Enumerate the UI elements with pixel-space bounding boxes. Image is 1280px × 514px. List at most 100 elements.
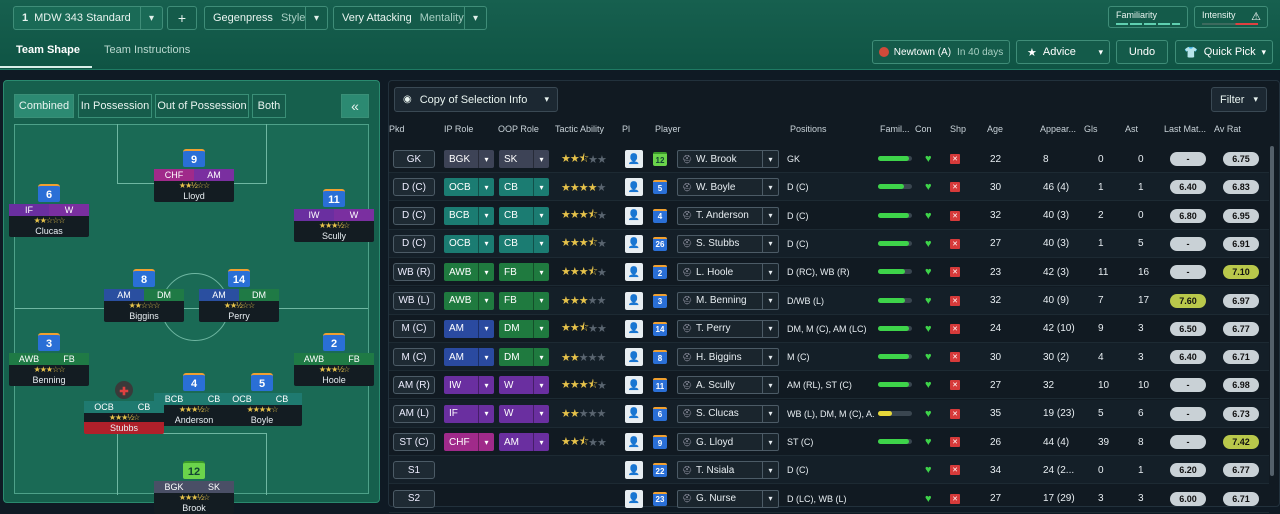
quick-pick-button[interactable]: 👕 Quick Pick ▾: [1175, 40, 1273, 64]
table-row[interactable]: S2 👤 23 ⛑ G. Nurse ▾ D (LC), WB (L) ♥ ✕ 27 17 (29)…: [389, 485, 1269, 513]
pitch-player-perry[interactable]: 14 AM DM ★★½☆☆ Perry: [199, 269, 279, 322]
player-select[interactable]: ⛑ A. Scully ▾: [677, 376, 779, 395]
copy-selection-info-button[interactable]: ◉ Copy of Selection Info ▾: [394, 87, 558, 112]
column-header[interactable]: Last Mat...: [1164, 124, 1207, 134]
table-row[interactable]: D (C) BCB ▾ CB ▾ ★★★⯪ ★ 👤 4 ⛑ T. Anderson ▾ D (C) ♥ ✕ 3…: [389, 202, 1269, 230]
column-header[interactable]: Av Rat: [1214, 124, 1241, 134]
chevron-down-icon[interactable]: ▾: [533, 234, 549, 253]
picked-position-button[interactable]: M (C): [393, 348, 435, 367]
oop-role-select[interactable]: SK ▾: [499, 150, 549, 168]
chevron-down-icon[interactable]: ▾: [762, 405, 778, 422]
picked-position-button[interactable]: D (C): [393, 206, 435, 225]
column-header[interactable]: Gls: [1084, 124, 1098, 134]
picked-position-button[interactable]: GK: [393, 150, 435, 168]
oop-role-select[interactable]: FB ▾: [499, 263, 549, 282]
column-header[interactable]: OOP Role: [498, 124, 539, 134]
table-row[interactable]: M (C) AM ▾ DM ▾ ★★⯪ ★ ★ 👤 14 ⛑ T. Perry ▾ DM, M (C), …: [389, 315, 1269, 343]
player-select[interactable]: ⛑ W. Brook ▾: [677, 150, 779, 168]
table-row[interactable]: AM (L) IF ▾ W ▾ ★★ ★ ★ ★ 👤 6 ⛑ S. Clucas ▾ WB (L), DM,…: [389, 399, 1269, 428]
chevron-down-icon[interactable]: ▾: [478, 150, 494, 168]
player-select[interactable]: ⛑ T. Nsiala ▾: [677, 461, 779, 480]
chevron-down-icon[interactable]: ▾: [478, 433, 494, 451]
ip-role-select[interactable]: CHF ▾: [444, 433, 494, 451]
oop-role-select[interactable]: FB ▾: [499, 291, 549, 310]
chevron-down-icon[interactable]: ▾: [762, 264, 778, 281]
player-select[interactable]: ⛑ T. Anderson ▾: [677, 206, 779, 225]
oop-role-select[interactable]: CB ▾: [499, 206, 549, 225]
chevron-down-icon[interactable]: ▾: [478, 376, 494, 395]
table-scrollbar[interactable]: [1270, 146, 1274, 476]
ip-role-select[interactable]: AM ▾: [444, 319, 494, 338]
picked-position-button[interactable]: WB (L): [393, 291, 435, 310]
chevron-down-icon[interactable]: ▾: [762, 349, 778, 366]
player-profile-button[interactable]: 👤: [625, 433, 643, 451]
pitch-player-benning[interactable]: 3 AWB FB ★★★☆☆ Benning: [9, 333, 89, 386]
column-header[interactable]: Con: [915, 124, 932, 134]
ip-role-select[interactable]: AWB ▾: [444, 263, 494, 282]
column-header[interactable]: Tactic Ability: [555, 124, 605, 134]
oop-role-select[interactable]: DM ▾: [499, 348, 549, 367]
pitch-player-stubbs[interactable]: ✚ OCB CB ★★★½☆ Stubbs: [84, 381, 164, 434]
column-header[interactable]: Player: [655, 124, 681, 134]
player-profile-button[interactable]: 👤: [625, 348, 643, 367]
chevron-down-icon[interactable]: ▾: [478, 319, 494, 338]
chevron-down-icon[interactable]: ▾: [478, 178, 494, 197]
column-header[interactable]: Appear...: [1040, 124, 1077, 134]
player-select[interactable]: ⛑ W. Boyle ▾: [677, 178, 779, 197]
chevron-down-icon[interactable]: ▾: [533, 178, 549, 197]
familiarity-meter[interactable]: Familiarity: [1108, 6, 1188, 28]
pitch-player-biggins[interactable]: 8 AM DM ★★☆☆☆ Biggins: [104, 269, 184, 322]
chevron-down-icon[interactable]: ▾: [533, 433, 549, 451]
column-header[interactable]: Famil...: [880, 124, 910, 134]
next-match-button[interactable]: Newtown (A) In 40 days: [872, 40, 1010, 64]
table-row[interactable]: M (C) AM ▾ DM ▾ ★★ ★ ★ ★ 👤 8 ⛑ H. Biggins ▾ M (C) ♥ ✕ 30 3…: [389, 343, 1269, 372]
oop-role-select[interactable]: DM ▾: [499, 319, 549, 338]
table-row[interactable]: WB (R) AWB ▾ FB ▾ ★★★⯪ ★ 👤 2 ⛑ L. Hoole ▾ D (RC), WB…: [389, 258, 1269, 287]
undo-button[interactable]: Undo: [1116, 40, 1168, 64]
column-header[interactable]: Ast: [1125, 124, 1139, 134]
mentality-selector[interactable]: Very Attacking Mentality ▾: [333, 6, 487, 30]
pitch-player-lloyd[interactable]: 9 CHF AM ★★½☆☆ Lloyd: [154, 149, 234, 202]
ip-role-select[interactable]: OCB ▾: [444, 178, 494, 197]
player-profile-button[interactable]: 👤: [625, 206, 643, 225]
pitch-player-clucas[interactable]: 6 IF W ★★☆☆☆ Clucas: [9, 184, 89, 237]
table-row[interactable]: ST (C) CHF ▾ AM ▾ ★★⯪ ★ ★ 👤 9 ⛑ G. Lloyd ▾ ST (C) ♥ ✕ 26…: [389, 428, 1269, 456]
player-profile-button[interactable]: 👤: [625, 263, 643, 282]
player-select[interactable]: ⛑ H. Biggins ▾: [677, 348, 779, 367]
column-header[interactable]: Shp: [950, 124, 967, 134]
column-header[interactable]: Age: [987, 124, 1004, 134]
oop-role-select[interactable]: AM ▾: [499, 433, 549, 451]
chevron-down-icon[interactable]: ▾: [533, 150, 549, 168]
mode-out-of-possession[interactable]: Out of Possession: [155, 94, 249, 118]
filter-button[interactable]: Filter ▾: [1211, 87, 1267, 112]
player-profile-button[interactable]: 👤: [625, 489, 643, 508]
ip-role-select[interactable]: AM ▾: [444, 348, 494, 367]
table-row[interactable]: WB (L) AWB ▾ FB ▾ ★★★ ★ ★ 👤 3 ⛑ M. Benning ▾ D/WB (L)…: [389, 286, 1269, 315]
column-header[interactable]: IP Role: [444, 124, 474, 134]
chevron-down-icon[interactable]: ▾: [478, 348, 494, 367]
player-profile-button[interactable]: 👤: [625, 404, 643, 423]
chevron-down-icon[interactable]: ▾: [533, 319, 549, 338]
oop-role-select[interactable]: CB ▾: [499, 234, 549, 253]
picked-position-button[interactable]: AM (R): [393, 376, 435, 395]
player-select[interactable]: ⛑ G. Lloyd ▾: [677, 433, 779, 451]
picked-position-button[interactable]: AM (L): [393, 404, 435, 423]
column-header[interactable]: Positions: [790, 124, 827, 134]
player-profile-button[interactable]: 👤: [625, 461, 643, 480]
column-header[interactable]: Pl: [622, 124, 631, 134]
picked-position-button[interactable]: M (C): [393, 319, 435, 338]
chevron-down-icon[interactable]: ▾: [140, 7, 162, 29]
ip-role-select[interactable]: IW ▾: [444, 376, 494, 395]
picked-position-button[interactable]: WB (R): [393, 263, 435, 282]
chevron-down-icon[interactable]: ▾: [478, 404, 494, 423]
chevron-down-icon[interactable]: ▾: [762, 179, 778, 196]
chevron-down-icon[interactable]: ▾: [762, 490, 778, 507]
mode-in-possession[interactable]: In Possession: [78, 94, 152, 118]
picked-position-button[interactable]: ST (C): [393, 433, 435, 451]
style-selector[interactable]: Gegenpress Style ▾: [204, 6, 328, 30]
table-row[interactable]: GK BGK ▾ SK ▾ ★★⯪ ★ ★ 👤 12 ⛑ W. Brook ▾ GK ♥ ✕ 22 8 0 0 -6.7…: [389, 145, 1269, 173]
table-row[interactable]: D (C) OCB ▾ CB ▾ ★★★★ ★ 👤 5 ⛑ W. Boyle ▾ D (C) ♥ ✕ 30 46…: [389, 173, 1269, 202]
picked-position-button[interactable]: D (C): [393, 178, 435, 197]
pitch-player-scully[interactable]: 11 IW W ★★★½☆ Scully: [294, 189, 374, 242]
chevron-down-icon[interactable]: ▾: [762, 434, 778, 450]
